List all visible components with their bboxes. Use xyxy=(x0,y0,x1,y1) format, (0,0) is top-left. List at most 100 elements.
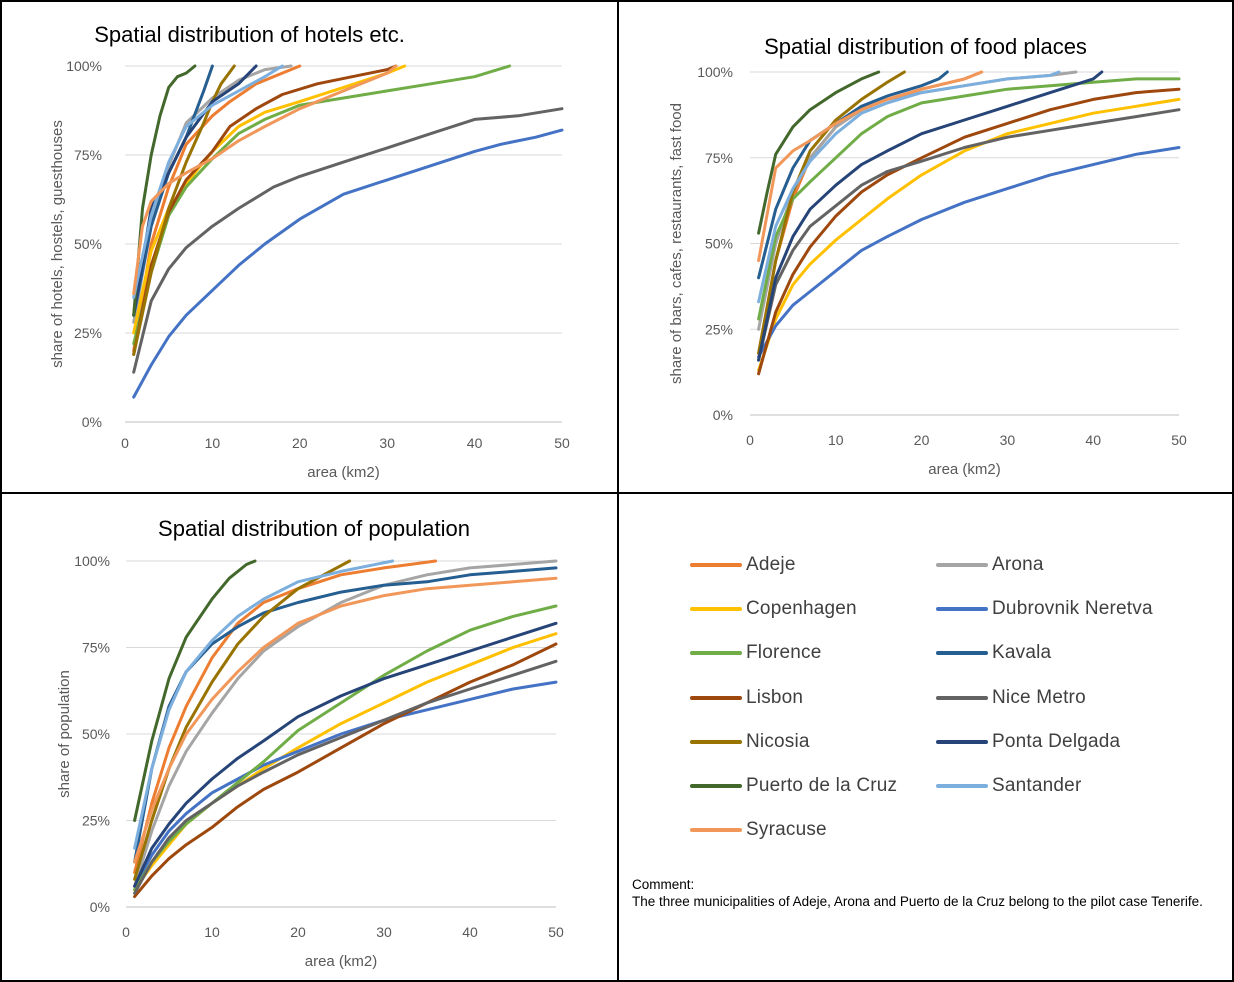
series-line-ponta-delgada xyxy=(132,64,258,317)
series-line-nicosia xyxy=(757,70,906,355)
series-line-kavala xyxy=(757,70,949,280)
series-line-nicosia xyxy=(133,559,352,881)
legend-swatch xyxy=(690,607,742,612)
x-tick-label: 40 xyxy=(467,435,483,451)
series-line-lisbon xyxy=(133,642,558,899)
legend-item: Florence xyxy=(690,641,822,665)
legend-item: Lisbon xyxy=(690,686,803,710)
panel-population: Spatial distribution of population 0% 25%… xyxy=(0,492,619,982)
y-tick-label: 50% xyxy=(705,236,733,252)
legend-item: Puerto de la Cruz xyxy=(690,774,897,798)
legend-swatch xyxy=(936,784,988,788)
series-line-puerto-de-la-cruz xyxy=(132,64,197,317)
legend-swatch xyxy=(690,739,742,744)
legend-swatch xyxy=(936,651,988,656)
y-tick-label: 100% xyxy=(74,553,110,569)
y-tick-label: 0% xyxy=(82,414,102,430)
series-line-dubrovnik-neretva xyxy=(133,680,558,888)
comment-heading: Comment: xyxy=(632,877,695,892)
legend-swatch xyxy=(690,563,742,567)
series-line-copenhagen xyxy=(132,64,407,335)
series-line-florence xyxy=(132,64,512,346)
legend-label: Ponta Delgada xyxy=(992,730,1121,752)
x-tick-label: 50 xyxy=(1171,432,1187,448)
legend-label: Florence xyxy=(746,642,822,664)
legend-item: Syracuse xyxy=(690,818,827,842)
x-axis-label: area (km2) xyxy=(928,461,1001,478)
legend-item: Santander xyxy=(936,774,1081,798)
series-line-puerto-de-la-cruz xyxy=(757,70,881,235)
y-axis-label: share of population xyxy=(56,670,73,798)
legend-label: Nice Metro xyxy=(992,686,1086,708)
x-tick-label: 10 xyxy=(205,435,221,451)
x-tick-label: 20 xyxy=(914,432,930,448)
series-line-syracuse xyxy=(133,576,558,864)
legend-label: Syracuse xyxy=(746,819,827,841)
chart-title-hotels: Spatial distribution of hotels etc. xyxy=(94,22,405,47)
series-line-santander xyxy=(132,64,284,299)
series-line-adeje xyxy=(132,64,302,353)
y-tick-label: 100% xyxy=(697,64,733,80)
panel-food: Spatial distribution of food places 0% 25… xyxy=(617,0,1234,494)
y-tick-label: 25% xyxy=(82,813,110,829)
y-tick-label: 50% xyxy=(82,726,110,742)
x-tick-label: 0 xyxy=(746,432,754,448)
y-tick-label: 0% xyxy=(90,899,110,915)
series-line-copenhagen xyxy=(757,97,1181,372)
legend-item: Nice Metro xyxy=(936,686,1086,710)
legend-item: Arona xyxy=(936,553,1044,577)
x-tick-label: 40 xyxy=(462,924,478,940)
comment-box: Comment: The three municipalities of Ade… xyxy=(632,876,1222,910)
series-line-kavala xyxy=(133,566,558,864)
y-tick-label: 25% xyxy=(705,321,733,337)
legend-item: Kavala xyxy=(936,641,1051,665)
legend-swatch xyxy=(690,784,742,788)
legend-label: Lisbon xyxy=(746,686,804,708)
legend-swatch xyxy=(936,695,988,700)
chart-title-food: Spatial distribution of food places xyxy=(764,34,1087,59)
chart-food: 0% 25% 50% 75% 100% 0 10 20 30 40 50 area (km2) shar… xyxy=(668,64,1187,478)
x-tick-label: 40 xyxy=(1085,432,1101,448)
y-tick-label: 25% xyxy=(74,325,102,341)
panel-legend xyxy=(617,492,1234,982)
chart-hotels: 0% 25% 50% 75% 100% 0 10 20 30 40 50 area (km2) shar… xyxy=(49,58,570,481)
x-tick-label: 50 xyxy=(548,924,564,940)
legend-label: Arona xyxy=(992,554,1044,575)
x-tick-label: 20 xyxy=(290,924,306,940)
legend-swatch xyxy=(690,828,742,833)
series-line-dubrovnik-neretva xyxy=(757,146,1181,359)
x-tick-label: 50 xyxy=(554,435,570,451)
y-tick-label: 75% xyxy=(705,150,733,166)
legend-swatch xyxy=(936,563,988,567)
legend-item: Copenhagen xyxy=(690,597,857,621)
panel-hotels: Spatial distribution of hotels etc. 0% 25… xyxy=(0,0,619,494)
x-axis-label: area (km2) xyxy=(305,953,378,970)
chart-title-population: Spatial distribution of population xyxy=(158,516,470,541)
legend-swatch xyxy=(936,739,988,744)
legend-label: Dubrovnik Neretva xyxy=(992,598,1153,620)
series-line-santander xyxy=(133,559,395,850)
y-tick-label: 75% xyxy=(82,640,110,656)
y-axis-label: share of bars, cafes, restaurants, fast … xyxy=(668,103,685,384)
series-line-santander xyxy=(757,70,1061,304)
legend-label: Santander xyxy=(992,775,1082,796)
series-line-dubrovnik-neretva xyxy=(132,128,564,399)
legend-swatch xyxy=(936,607,988,612)
series-line-nice-metro xyxy=(757,108,1181,362)
legend-item: Ponta Delgada xyxy=(936,730,1120,754)
legend-item: Dubrovnik Neretva xyxy=(936,597,1153,621)
y-tick-label: 75% xyxy=(74,147,102,163)
series-line-syracuse xyxy=(132,64,398,296)
x-tick-label: 0 xyxy=(122,924,130,940)
legend-label: Adeje xyxy=(746,554,796,575)
y-tick-label: 100% xyxy=(66,58,102,74)
x-tick-label: 10 xyxy=(204,924,220,940)
x-tick-label: 10 xyxy=(828,432,844,448)
series-line-arona xyxy=(757,70,1078,331)
legend-item: Adeje xyxy=(690,553,796,577)
series-line-nice-metro xyxy=(132,107,564,374)
y-tick-label: 0% xyxy=(713,407,733,423)
chart-population: 0% 25% 50% 75% 100% 0 10 20 30 40 50 area (km2) shar… xyxy=(56,553,564,970)
x-axis-label: area (km2) xyxy=(307,464,380,481)
y-axis-label: share of hotels, hostels, guesthouses xyxy=(49,120,66,368)
